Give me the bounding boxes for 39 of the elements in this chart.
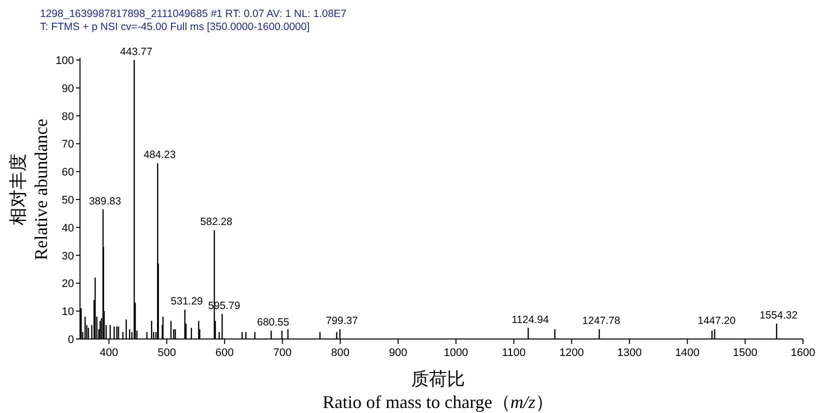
x-tick-label: 500 — [158, 347, 176, 359]
x-tick-label: 1000 — [444, 347, 468, 359]
y-tick-label: 70 — [62, 138, 74, 151]
annotation: 443.77 — [120, 46, 152, 58]
x-tick-label: 1500 — [732, 347, 758, 359]
y-tick-label: 50 — [62, 194, 74, 206]
annotation: 1554.32 — [760, 310, 798, 322]
y-tick-label: 0 — [68, 334, 74, 346]
y-tick-label: 10 — [62, 306, 74, 318]
annotation: 582.28 — [200, 216, 233, 228]
y-tick-label: 90 — [62, 82, 74, 95]
annotation: 389.83 — [88, 195, 122, 208]
x-axis-title: 质荷比 Ratio of mass to charge（m/z） — [322, 369, 554, 412]
x-tick-label: 700 — [273, 347, 292, 359]
annotation: 484.23 — [144, 149, 176, 162]
x-tick-label: 1600 — [790, 347, 816, 359]
x-tick-label: 800 — [331, 347, 350, 359]
chart-subtitle: T: FTMS + p NSI cv=-45.00 Full ms [350.0000-1600.0000] — [40, 21, 310, 33]
y-tick-label: 30 — [62, 250, 74, 262]
x-tick-label: 400 — [100, 347, 118, 359]
annotation: 799.37 — [326, 315, 358, 328]
x-tick-label: 1100 — [502, 347, 526, 359]
x-tick-label: 1400 — [675, 347, 700, 359]
annotation: 1124.94 — [512, 314, 549, 326]
annotation: 680.55 — [257, 316, 290, 329]
x-tick-label: 600 — [215, 347, 234, 359]
chart-title: 1298_1639987817898_2111049685 #1 RT: 0.07 AV: 1 NL: 1.08E7 — [40, 8, 347, 20]
x-tick-label: 900 — [388, 347, 408, 359]
y-tick-label: 40 — [62, 222, 74, 234]
annotation: 1447.20 — [698, 315, 736, 328]
y-tick-label: 20 — [62, 278, 74, 290]
y-tick-label: 60 — [62, 166, 74, 179]
y-axis-title: 相对丰度 Relative abundance — [8, 118, 51, 260]
y-tick-label: 100 — [56, 55, 74, 67]
x-tick-label: 1300 — [617, 347, 642, 359]
annotation: 531.29 — [170, 296, 204, 308]
y-tick-label: 80 — [62, 110, 74, 123]
x-tick-label: 1200 — [559, 347, 584, 359]
annotation: 1247.78 — [582, 315, 620, 328]
